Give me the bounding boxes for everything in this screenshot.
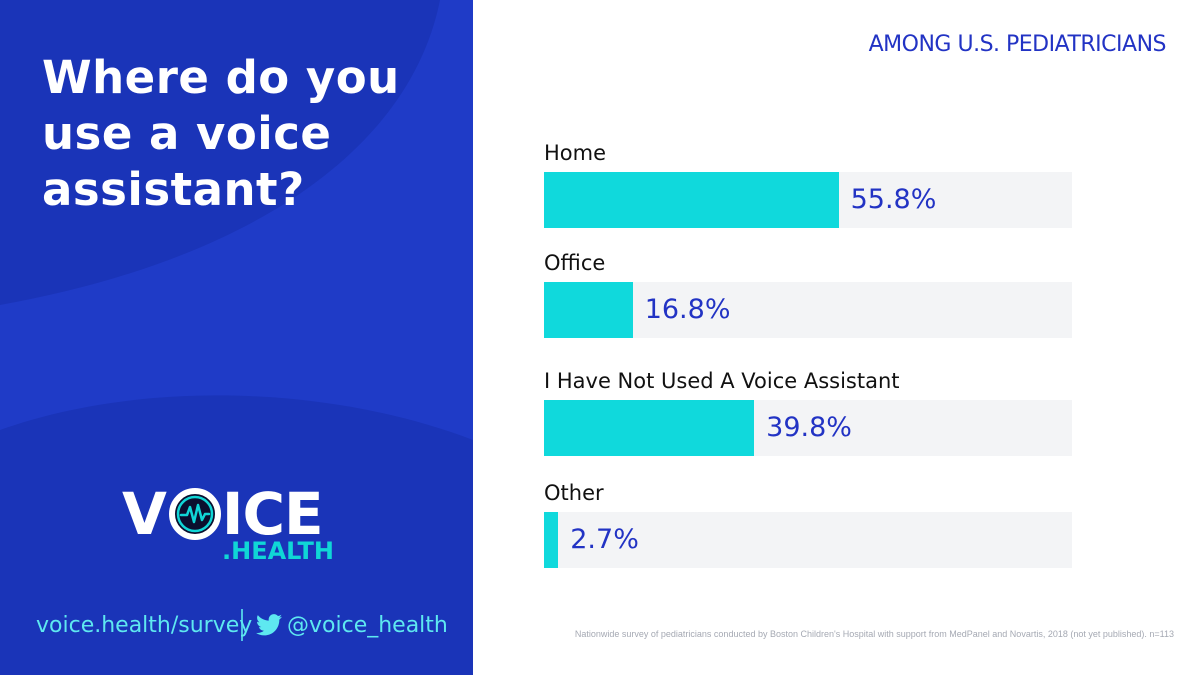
logo-text-v: V [122, 480, 167, 548]
bar-track-i-have-not-used-a-voice-assistant: 39.8% [544, 400, 1072, 456]
bar-label-other: Other [544, 481, 604, 505]
voice-health-logo: V ICE .HEALTH [122, 482, 352, 572]
bar-track-office: 16.8% [544, 282, 1072, 338]
twitter-handle-link[interactable]: @voice_health [287, 613, 448, 638]
bar-track-other: 2.7% [544, 512, 1072, 568]
bar-label-home: Home [544, 141, 607, 165]
voice-health-logo-icon [169, 488, 221, 540]
background-waves [0, 0, 473, 675]
twitter-icon [256, 614, 282, 636]
footer-divider [241, 609, 243, 641]
bar-track-home: 55.8% [544, 172, 1072, 228]
bar-i-have-not-used-a-voice-assistant [544, 400, 755, 456]
bar-value-other: 2.7% [570, 524, 639, 555]
bar-home [544, 172, 839, 228]
left-panel: Where do you use a voice assistant? V ICE… [0, 0, 473, 675]
question-title: Where do you use a voice assistant? [42, 51, 400, 216]
bar-label-i-have-not-used-a-voice-assistant: I Have Not Used A Voice Assistant [544, 369, 900, 393]
bar-value-i-have-not-used-a-voice-assistant: 39.8% [766, 412, 852, 443]
footnote: Nationwide survey of pediatricians condu… [574, 629, 1174, 639]
logo-subtext: .HEALTH [222, 537, 334, 565]
bar-other [544, 512, 559, 568]
logo-text-ice: ICE [221, 480, 324, 548]
bar-label-office: Office [544, 251, 606, 275]
chart-subtitle: AMONG U.S. PEDIATRICIANS [868, 32, 1167, 57]
bar-value-home: 55.8% [850, 184, 937, 215]
survey-link[interactable]: voice.health/survey [36, 613, 253, 638]
bar-value-office: 16.8% [644, 294, 731, 325]
bar-office [544, 282, 633, 338]
